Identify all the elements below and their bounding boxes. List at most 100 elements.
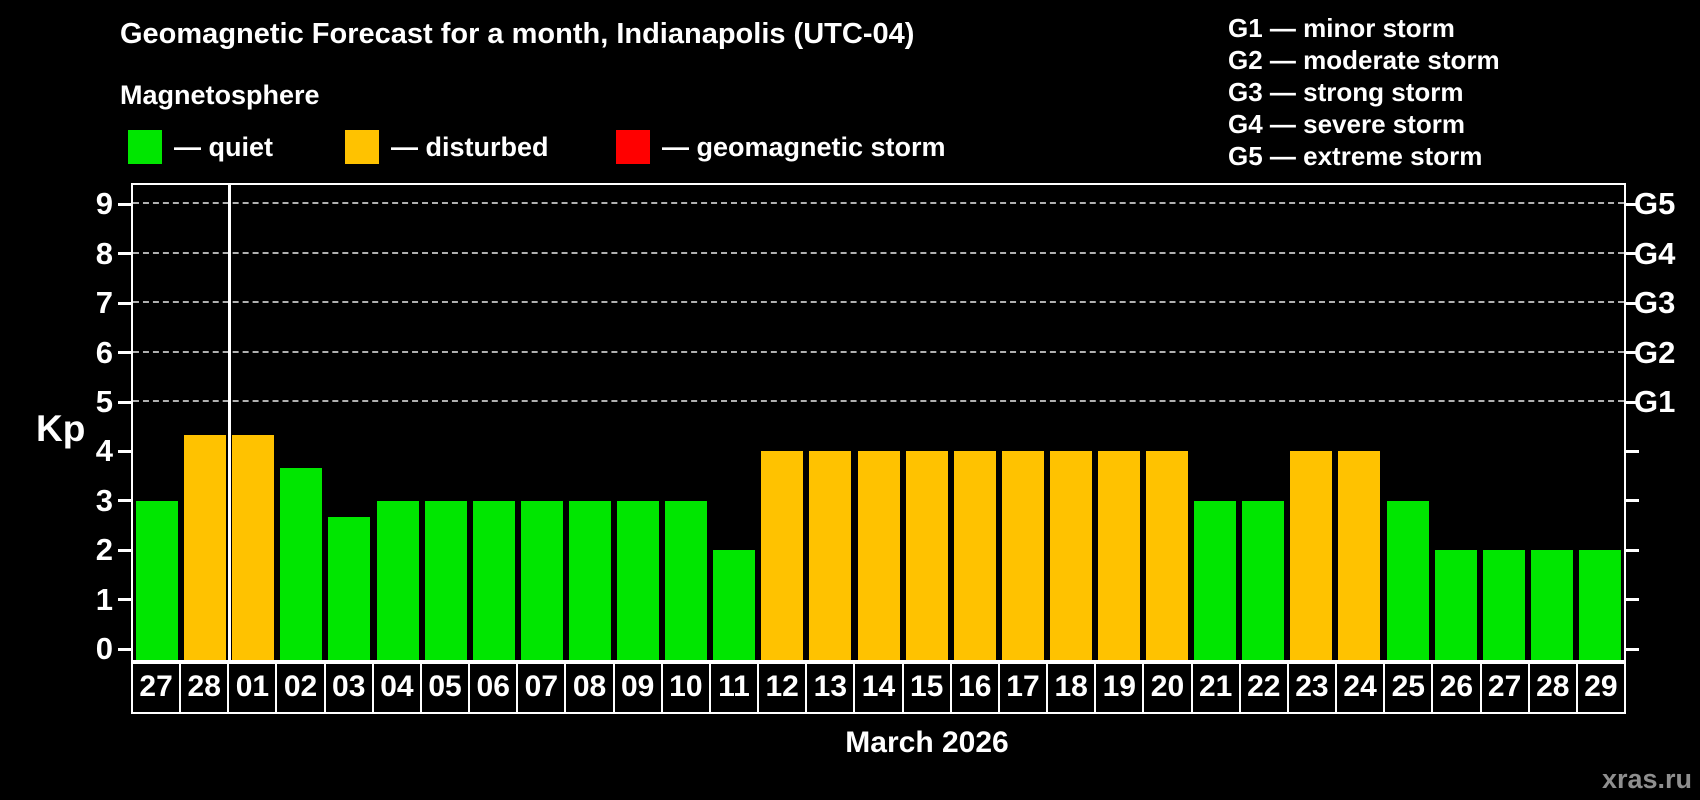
kp-bar-13: [809, 451, 852, 660]
kp-bar-24: [1338, 451, 1381, 660]
right-tick-kp1: [1626, 598, 1639, 602]
date-cell-26: 25: [1385, 664, 1432, 712]
date-cell-9: 08: [566, 664, 613, 712]
date-cell-23: 22: [1240, 664, 1287, 712]
y-tick-label-4: 4: [95, 433, 113, 469]
date-cell-2: 01: [229, 664, 276, 712]
kp-bar-06: [472, 500, 515, 660]
y-tick-label-2: 2: [95, 532, 113, 568]
legend-item-disturbed: — disturbed: [345, 130, 549, 164]
legend-label-disturbed: — disturbed: [391, 132, 549, 162]
disturbed-color-swatch: [345, 130, 379, 164]
legend-item-storm: — geomagnetic storm: [616, 130, 946, 164]
left-tick-kp2: [118, 548, 131, 552]
date-cell-5: 04: [373, 664, 420, 712]
date-cell-10: 09: [614, 664, 661, 712]
legend-title: Magnetosphere: [120, 80, 320, 110]
kp-bar-20: [1146, 451, 1189, 660]
date-cell-6: 05: [421, 664, 469, 712]
kp-bar-19: [1097, 451, 1140, 660]
kp-bar-17: [1001, 451, 1044, 660]
gridline-kp9: [133, 202, 1624, 205]
date-cell-11: 10: [662, 664, 709, 712]
g-axis-label-g2: G2: [1634, 334, 1676, 370]
kp-bar-14: [857, 451, 900, 660]
left-tick-kp0: [118, 647, 131, 651]
gridline-kp7: [133, 301, 1624, 304]
left-tick-kp9: [118, 202, 131, 206]
date-cell-14: 13: [807, 664, 854, 712]
kp-bar-22: [1242, 500, 1285, 660]
gridline-kp8: [133, 251, 1624, 254]
kp-bar-02: [280, 467, 323, 660]
left-tick-kp5: [118, 400, 131, 404]
date-cell-21: 20: [1144, 664, 1191, 712]
date-cell-13: 12: [759, 664, 806, 712]
watermark: xras.ru: [1601, 764, 1692, 794]
kp-bar-28: [184, 435, 227, 660]
right-tick-kp5: [1626, 400, 1639, 404]
y-tick-label-3: 3: [95, 482, 113, 518]
kp-bar-01: [232, 435, 275, 660]
g3-legend-line: G3 — strong storm: [1228, 77, 1464, 107]
date-cell-22: 21: [1192, 664, 1239, 712]
date-cell-18: 17: [999, 664, 1047, 712]
kp-bar-10: [665, 500, 708, 660]
plot-area: 0 1 2 3 4 5 6 7 8 9 G1 G2 G3 G4 G5: [96, 183, 1675, 666]
kp-bar-29: [1578, 550, 1621, 660]
y-tick-label-5: 5: [95, 384, 113, 419]
date-cell-16: 15: [903, 664, 950, 712]
right-tick-kp2: [1626, 548, 1639, 552]
left-tick-kp6: [118, 351, 131, 355]
kp-bar-27: [1482, 550, 1525, 660]
right-tick-kp6: [1626, 351, 1639, 355]
date-cell-0: 27: [133, 664, 180, 712]
g5-legend-line: G5 — extreme storm: [1228, 141, 1483, 171]
kp-bar-03: [328, 517, 371, 660]
g-axis-label-g5: G5: [1634, 186, 1676, 222]
date-axis-row: 27 28 01 02 03 04 05 06 07 08 09 10 11 12 13 14 15 16 17 18…: [131, 662, 1626, 714]
kp-bar-18: [1049, 451, 1092, 660]
y-axis-label: Kp: [36, 408, 86, 449]
gridline-kp5: [133, 400, 1624, 402]
date-cell-4: 03: [325, 664, 372, 712]
kp-bar-04: [376, 500, 419, 660]
kp-bar-23: [1290, 451, 1333, 660]
date-cell-30: 29: [1577, 664, 1624, 712]
date-cell-1: 28: [181, 664, 228, 712]
legend-label-quiet: — quiet: [174, 132, 273, 162]
date-cell-8: 07: [518, 664, 565, 712]
date-cell-28: 27: [1481, 664, 1528, 712]
kp-bar-12: [761, 451, 804, 660]
y-tick-label-7: 7: [95, 285, 113, 321]
g1-legend-line: G1 — minor storm: [1228, 13, 1455, 43]
kp-bar-15: [905, 451, 948, 660]
date-cell-15: 14: [855, 664, 902, 712]
y-tick-label-0: 0: [95, 631, 113, 666]
left-tick-kp4: [118, 449, 131, 453]
storm-color-swatch: [616, 130, 650, 164]
kp-bar-27: [136, 500, 179, 660]
right-tick-kp8: [1626, 252, 1639, 256]
kp-bar-26: [1434, 550, 1477, 660]
g2-legend-line: G2 — moderate storm: [1228, 45, 1500, 75]
kp-bar-16: [953, 451, 996, 660]
date-cell-24: 23: [1288, 664, 1336, 712]
right-tick-kp0: [1626, 647, 1639, 651]
right-tick-kp7: [1626, 301, 1639, 305]
month-label: March 2026: [845, 726, 1009, 759]
g-scale-legend: G1 — minor storm G2 — moderate storm G3 …: [1228, 12, 1500, 172]
quiet-color-swatch: [128, 130, 162, 164]
right-tick-kp9: [1626, 202, 1639, 206]
left-tick-kp8: [118, 252, 131, 256]
kp-bar-08: [568, 500, 611, 660]
y-tick-label-1: 1: [95, 581, 113, 617]
date-cell-20: 19: [1096, 664, 1143, 712]
y-tick-label-9: 9: [95, 186, 113, 222]
date-cell-7: 06: [470, 664, 517, 712]
legend-label-storm: — geomagnetic storm: [662, 132, 946, 162]
kp-bar-09: [617, 500, 660, 660]
g-axis-label-g1: G1: [1634, 384, 1676, 419]
kp-bar-07: [520, 500, 563, 660]
